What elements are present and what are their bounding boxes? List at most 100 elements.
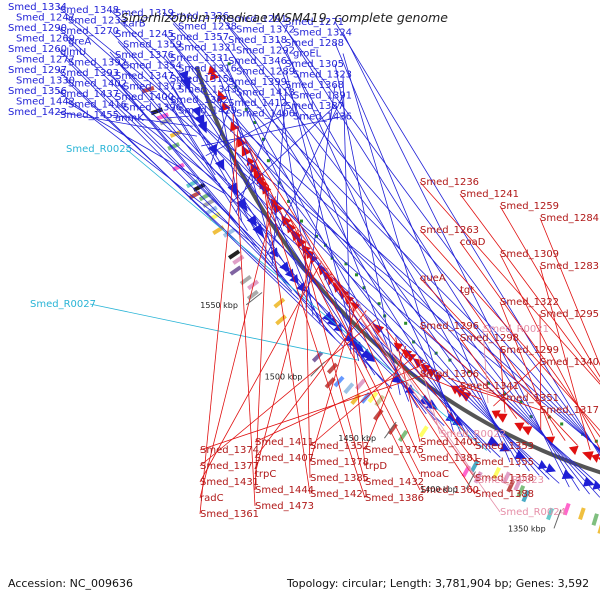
feature-block (275, 314, 287, 326)
rna-marker (300, 219, 304, 223)
gene-label-forward: Smed_1245 (115, 29, 174, 40)
leader-line (342, 53, 454, 432)
gene-label-forward: Smed_1368 (285, 80, 344, 91)
leader-line (89, 303, 358, 361)
reverse-gene-arrow (253, 168, 263, 180)
gene-label-reverse: tgt (460, 285, 474, 296)
gene-label-forward: Smed_1271 (285, 17, 344, 28)
leader-line (289, 218, 421, 475)
gene-label-forward: Smed_1399 (228, 77, 287, 88)
rna-marker (354, 273, 358, 277)
leader-line (459, 337, 518, 419)
leader-line (277, 18, 600, 454)
gene-label-forward: Smed_1436 (293, 112, 352, 123)
label-leader-lines (57, 6, 600, 515)
gene-label-reverse: Smed_1355 (475, 457, 534, 468)
rna-marker (412, 340, 416, 344)
tick-line (245, 292, 263, 306)
gene-label-forward: Smed_1233 (68, 16, 127, 27)
tick-label: 1350 kbp (508, 524, 546, 533)
leader-line (334, 21, 600, 457)
gene-label-forward: Smed_1393 (60, 68, 119, 79)
leader-line (417, 355, 441, 435)
leader-line (227, 68, 368, 369)
gene-label-forward: Smed_1269 (16, 34, 75, 45)
forward-gene-arrow (284, 268, 294, 279)
gene-label-reverse: Smed_1322 (500, 297, 559, 308)
tick-label: 1450 kbp (338, 434, 376, 443)
reverse-gene-arrow (491, 410, 501, 420)
leader-line (205, 113, 287, 157)
gene-label-reverse: Smed_1432 (365, 477, 424, 488)
gene-label-forward: Smed_1400 (115, 92, 174, 103)
leader-line (338, 281, 421, 459)
reverse-gene-arrow (514, 422, 525, 432)
feature-block (192, 182, 206, 192)
forward-gene-arrow (360, 348, 374, 361)
feature-block (324, 377, 336, 389)
gene-label-forward: greA (68, 37, 91, 48)
leader-line (539, 265, 591, 451)
reverse-gene-arrow (246, 157, 256, 167)
rna-marker (547, 415, 551, 419)
leader-line (347, 291, 366, 467)
gene-label-forward: Smed_1331 (170, 53, 229, 64)
leader-line (419, 181, 600, 385)
gene-label-forward: Smed_1319 (115, 8, 174, 19)
leader-line (459, 193, 600, 383)
rna-label-reverse: Smed_R0024 (500, 507, 566, 518)
rna-marker (377, 302, 381, 306)
leader-line (172, 107, 216, 176)
leader-line (448, 377, 541, 411)
tick-label: 1400 kbp (420, 485, 458, 494)
feature-block (562, 502, 571, 516)
feature-block (597, 521, 600, 535)
leader-line (201, 116, 344, 147)
rna-label-forward: Smed_R0025 (66, 144, 132, 155)
rna-marker (244, 107, 248, 111)
leader-line (172, 86, 286, 284)
leader-line (117, 83, 293, 292)
leader-line (109, 51, 436, 421)
tick-line (465, 471, 476, 490)
gene-label-reverse: Smed_1401 (420, 437, 479, 448)
reverse-gene-arrow (401, 349, 413, 360)
rna-marker (227, 62, 231, 66)
leader-line (419, 229, 600, 432)
gene-label-reverse: Smed_1377 (200, 461, 259, 472)
leader-line (219, 78, 321, 324)
leader-line (254, 184, 270, 491)
gene-label-forward: Smed_1396 (123, 103, 182, 114)
gene-label-forward: Smed_1357 (170, 32, 229, 43)
gene-label-forward: Smed_1392 (68, 58, 127, 69)
leader-line (117, 20, 600, 492)
gene-label-reverse: Smed_1473 (255, 501, 314, 512)
map-title: Sinorhizobium medicae WSM419, complete g… (121, 10, 448, 25)
leader-line (164, 75, 329, 332)
leader-line (271, 92, 287, 267)
forward-gene-arrow (197, 121, 207, 134)
gene-label-forward: Smed_1247 (16, 13, 75, 24)
gene-label-forward: Smed_1347 (115, 71, 174, 82)
feature-block (513, 478, 522, 492)
leader-line (232, 113, 256, 507)
reverse-gene-arrow (426, 368, 437, 378)
leader-line (482, 328, 489, 404)
gene-label-forward: Smed_1326 (170, 11, 229, 22)
leader-line (329, 271, 476, 463)
feature-block (239, 274, 252, 286)
leader-line (261, 173, 311, 495)
gene-label-reverse: Smed_1421 (310, 489, 369, 500)
gene-label-reverse: Smed_1296 (420, 321, 479, 332)
gene-label-reverse: Smed_1236 (420, 177, 479, 188)
feature-block (222, 227, 236, 238)
gene-label-reverse: coaD (460, 237, 486, 248)
gene-label-reverse: moaC (420, 469, 449, 480)
leader-line (199, 370, 438, 451)
gene-label-forward: Smed_1372 (236, 25, 295, 36)
gene-label-forward: Smed_1412 (228, 98, 287, 109)
feature-block (172, 162, 185, 172)
feature-block (333, 375, 345, 388)
